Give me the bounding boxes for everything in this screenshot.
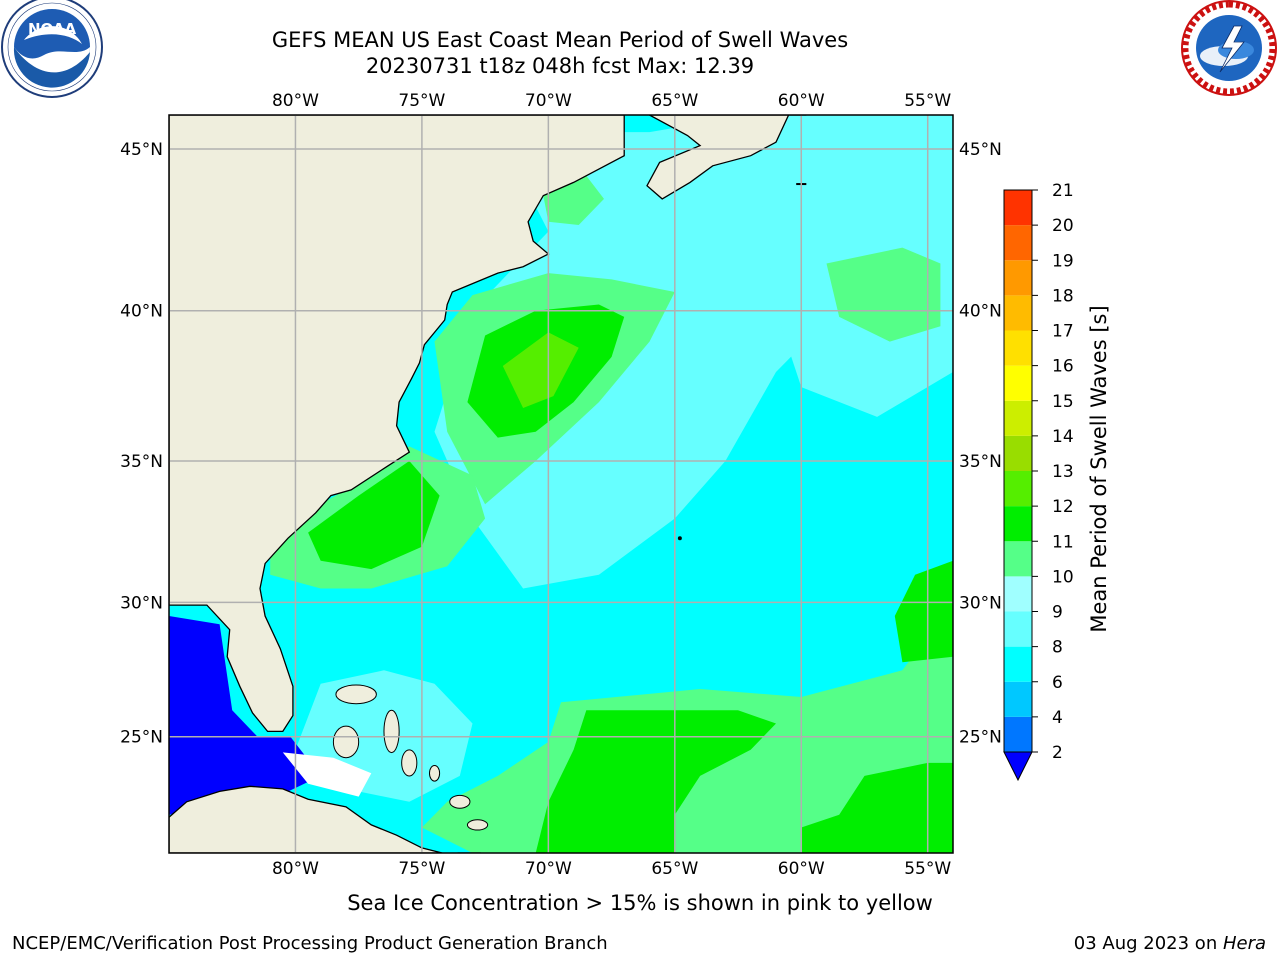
colorbar-tick-label: 12 xyxy=(1052,497,1074,517)
cuba-land xyxy=(169,785,443,853)
noaa-logo: NOAA xyxy=(1,0,103,98)
colorbar-tick-label: 14 xyxy=(1052,427,1074,447)
colorbar-tick-label: 6 xyxy=(1052,673,1063,693)
bahamas-island-2 xyxy=(383,709,400,754)
lat-label-left: 40°N xyxy=(120,302,163,322)
nova-scotia-land xyxy=(646,115,807,200)
lat-label-right: 45°N xyxy=(959,140,1002,160)
lon-label-top: 65°W xyxy=(651,91,698,111)
colorbar-segment xyxy=(1004,681,1032,717)
colorbar-segment xyxy=(1004,541,1032,577)
map-title: GEFS MEAN US East Coast Mean Period of S… xyxy=(271,28,849,52)
lon-label-top: 75°W xyxy=(398,91,445,111)
lon-label-bottom: 55°W xyxy=(904,859,951,879)
lat-label-right: 35°N xyxy=(959,452,1002,472)
lat-label-right: 25°N xyxy=(959,728,1002,748)
region-10-11s-carolina xyxy=(308,461,440,570)
lon-label-bottom: 65°W xyxy=(651,859,698,879)
lon-label-top: 55°W xyxy=(904,91,951,111)
lon-label-top: 70°W xyxy=(525,91,572,111)
colorbar-tick-label: 13 xyxy=(1052,462,1074,482)
region-12s-mid-atl xyxy=(502,332,579,408)
bahamas-island-4 xyxy=(428,764,441,782)
colorbar-tick-label: 2 xyxy=(1052,743,1063,763)
colorbar-segment xyxy=(1004,190,1032,226)
bermuda-island xyxy=(677,536,682,541)
region-10-11s-east xyxy=(894,560,953,663)
lat-label-left: 45°N xyxy=(120,140,163,160)
sea-ice-note: Sea Ice Concentration > 15% is shown in … xyxy=(347,891,933,915)
bahamas-island-1 xyxy=(332,725,360,759)
map-subtitle: 20230731 t18z 048h fcst Max: 12.39 xyxy=(365,54,755,78)
footer-date-text: 03 Aug 2023 on xyxy=(1073,933,1223,954)
lon-label-bottom: 60°W xyxy=(778,859,825,879)
lon-label-top: 80°W xyxy=(272,91,319,111)
map-frame xyxy=(168,114,954,854)
noaa-logo-text: NOAA xyxy=(28,20,77,38)
lat-label-left: 25°N xyxy=(120,728,163,748)
region-9-10s-gulf-maine xyxy=(543,175,604,225)
colorbar-tick-label: 19 xyxy=(1052,251,1074,271)
colorbar-tick-label: 18 xyxy=(1052,286,1074,306)
lon-label-bottom: 80°W xyxy=(272,859,319,879)
colorbar-segment xyxy=(1004,471,1032,507)
colorbar-segment xyxy=(1004,576,1032,612)
colorbar-under-arrow xyxy=(1003,751,1033,782)
colorbar-segment xyxy=(1004,435,1032,471)
colorbar-tick-label: 21 xyxy=(1052,181,1074,201)
colorbar-segment xyxy=(1004,365,1032,401)
bahamas-island-5 xyxy=(449,794,471,809)
footer-branch: NCEP/EMC/Verification Post Processing Pr… xyxy=(12,933,608,954)
colorbar-tick-label: 10 xyxy=(1052,567,1074,587)
lat-label-right: 30°N xyxy=(959,593,1002,613)
us-east-coast-land xyxy=(169,115,625,733)
colorbar-segment xyxy=(1004,400,1032,436)
colorbar-segment xyxy=(1004,330,1032,366)
nws-logo xyxy=(1181,0,1277,96)
colorbar-segment xyxy=(1004,716,1032,752)
colorbar-tick-label: 8 xyxy=(1052,638,1063,658)
lat-label-right: 40°N xyxy=(959,302,1002,322)
region-10-11s-south xyxy=(535,710,776,853)
hispaniola-land xyxy=(457,852,481,853)
map-layers xyxy=(169,115,953,853)
bahamas-island-3 xyxy=(401,749,418,777)
colorbar-segment xyxy=(1004,506,1032,542)
colorbar-tick-label: 15 xyxy=(1052,392,1074,412)
region-no-data-keys xyxy=(282,752,372,797)
colorbar-segment xyxy=(1004,295,1032,331)
lon-label-top: 60°W xyxy=(778,91,825,111)
colorbar-tick-label: 11 xyxy=(1052,532,1074,552)
colorbar-tick-label: 9 xyxy=(1052,603,1063,623)
colorbar-segment xyxy=(1004,225,1032,261)
colorbar-segment xyxy=(1004,611,1032,647)
colorbar-tick-label: 17 xyxy=(1052,322,1074,342)
lat-label-left: 30°N xyxy=(120,593,163,613)
colorbar-tick-label: 20 xyxy=(1052,216,1074,236)
footer-date: 03 Aug 2023 on Hera xyxy=(1074,933,1266,954)
bahamas-island-0 xyxy=(335,684,377,705)
lat-label-left: 35°N xyxy=(120,452,163,472)
bahamas-island-6 xyxy=(466,819,489,831)
colorbar-segment xyxy=(1004,260,1032,296)
lon-label-bottom: 75°W xyxy=(398,859,445,879)
lon-label-bottom: 70°W xyxy=(525,859,572,879)
colorbar-segment xyxy=(1004,646,1032,682)
region-9-10s-northeast xyxy=(826,247,941,342)
colorbar-tick-label: 4 xyxy=(1052,708,1063,728)
footer-host: Hera xyxy=(1222,933,1266,954)
colorbar-tick-label: 16 xyxy=(1052,357,1074,377)
colorbar-label: Mean Period of Swell Waves [s] xyxy=(1087,305,1111,632)
region-under-2s-gulf xyxy=(169,616,321,815)
region-10-11s-southeast xyxy=(801,762,953,853)
